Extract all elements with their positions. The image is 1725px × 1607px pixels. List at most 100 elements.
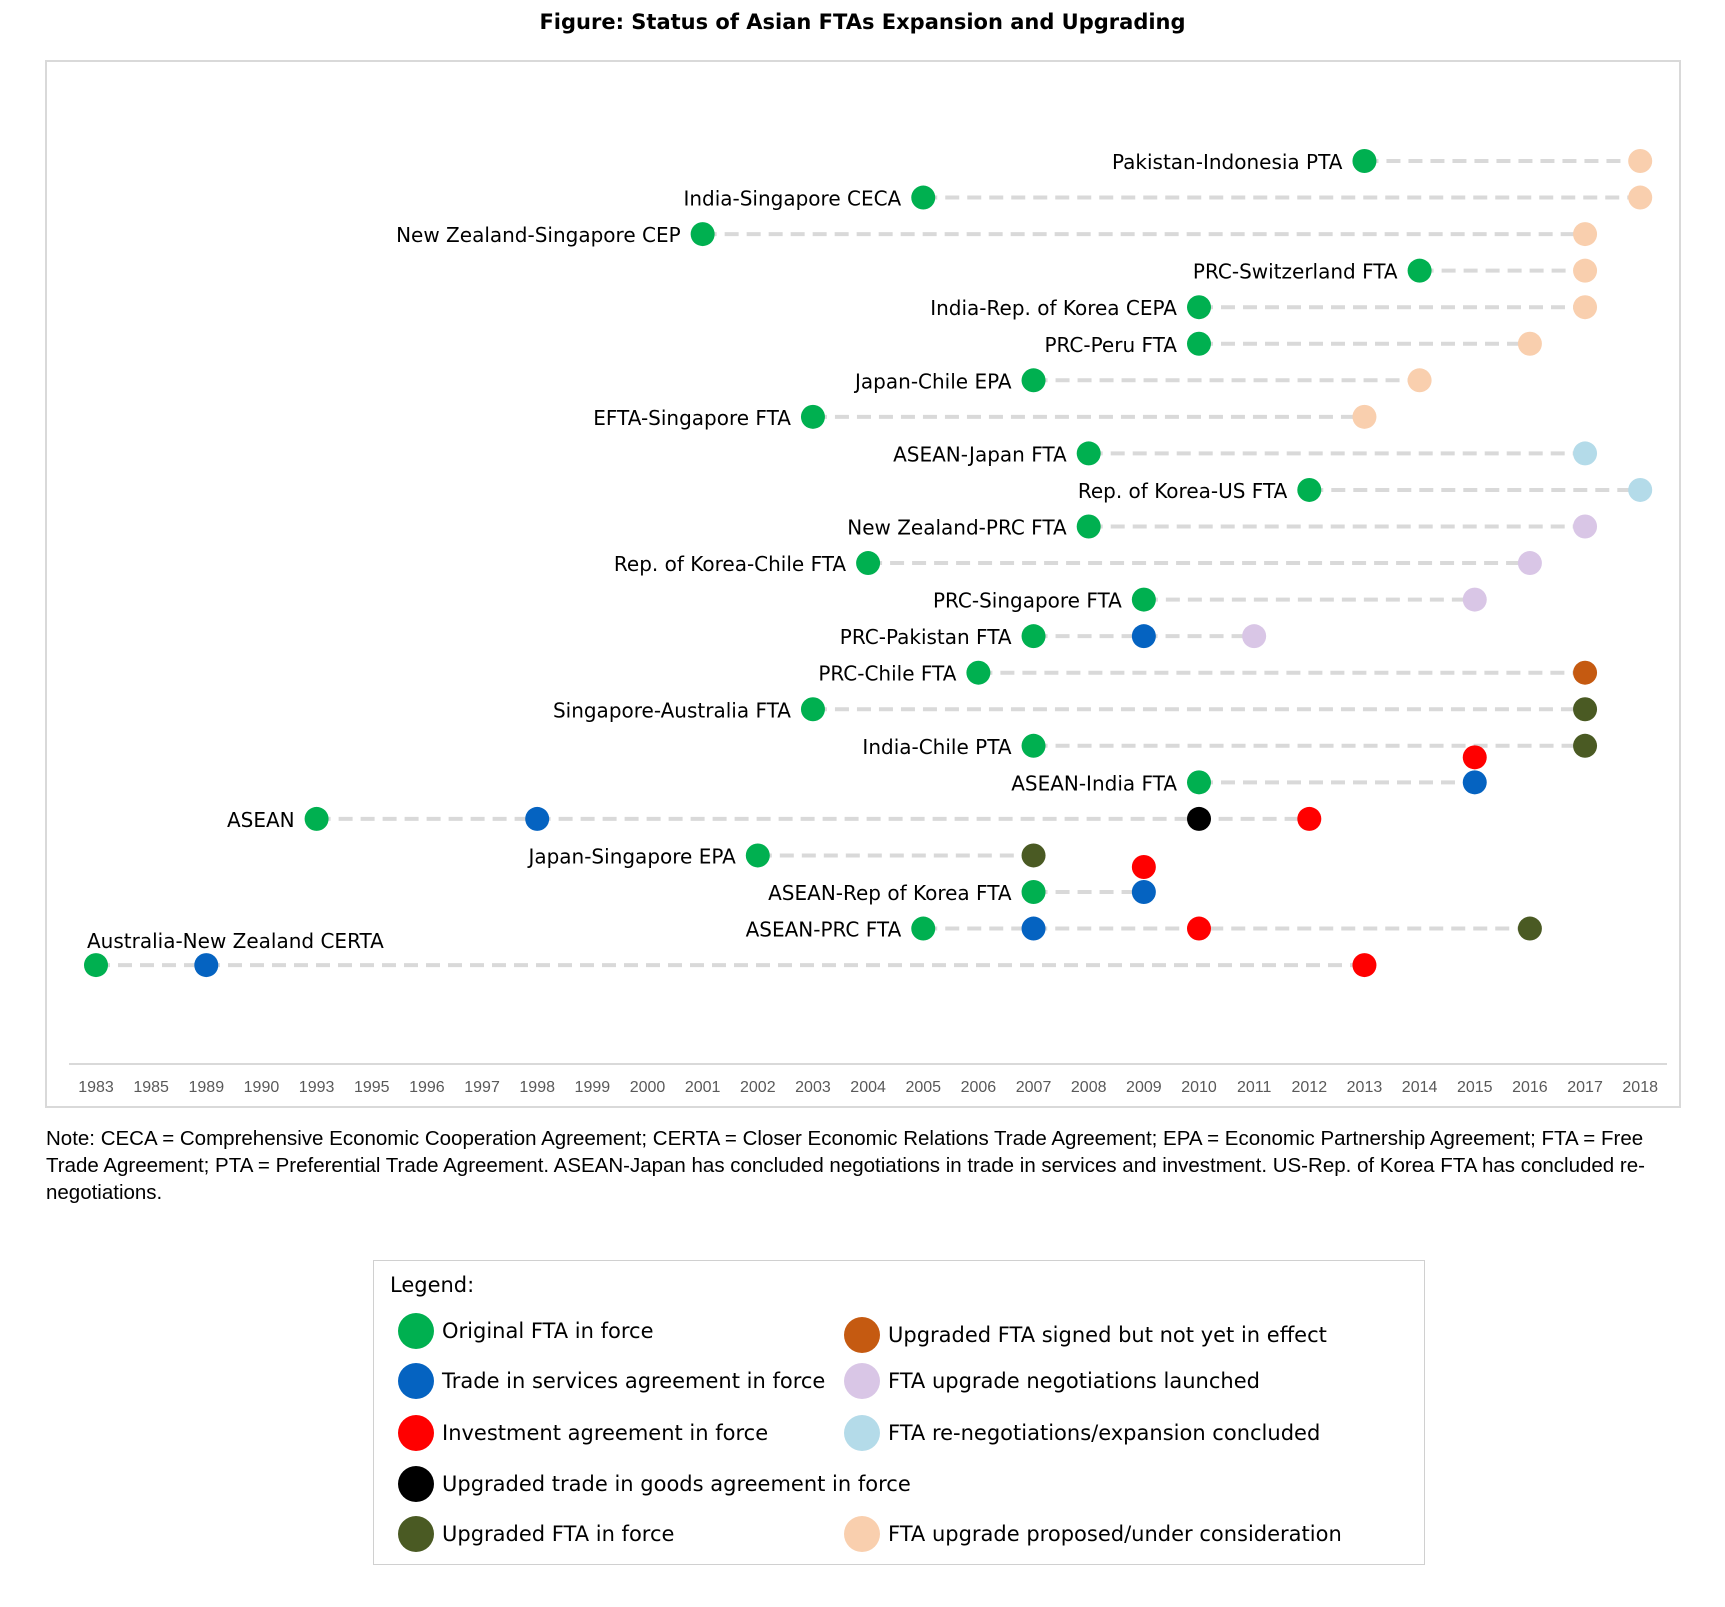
legend-label: Upgraded FTA in force bbox=[442, 1522, 675, 1546]
agreement-label: Japan-Chile EPA bbox=[853, 369, 1012, 393]
investment-dot-icon bbox=[398, 1415, 434, 1451]
event-dot-original bbox=[1407, 258, 1432, 283]
event-dot-original bbox=[1352, 149, 1377, 173]
x-tick-label: 2016 bbox=[1512, 1079, 1548, 1096]
event-dot-investment bbox=[1297, 806, 1322, 831]
x-tick-label: 1993 bbox=[299, 1079, 335, 1096]
x-tick-label: 2002 bbox=[740, 1079, 776, 1096]
event-dot-original bbox=[1297, 477, 1322, 502]
event-dot-original bbox=[1076, 514, 1101, 539]
agreement-label: New Zealand-PRC FTA bbox=[847, 516, 1067, 540]
event-dot-original bbox=[304, 806, 329, 831]
event-dot-upgraded bbox=[1573, 733, 1598, 758]
note-text: Note: CECA = Comprehensive Economic Coop… bbox=[46, 1127, 1645, 1204]
x-tick-label: 2012 bbox=[1292, 1079, 1328, 1096]
event-dot-services bbox=[1131, 880, 1156, 904]
event-dot-investment bbox=[1187, 916, 1211, 941]
legend-item-proposed: FTA upgrade proposed/under consideration bbox=[844, 1516, 1342, 1552]
legend-item-original: Original FTA in force bbox=[398, 1313, 654, 1349]
agreement-label: Rep. of Korea-Chile FTA bbox=[614, 552, 846, 576]
event-dot-proposed bbox=[1517, 331, 1542, 356]
event-dot-original bbox=[856, 551, 881, 576]
x-tick-label: 2003 bbox=[795, 1079, 831, 1096]
agreement-label: India-Rep. of Korea CEPA bbox=[930, 296, 1177, 320]
event-dot-original bbox=[1187, 295, 1211, 320]
legend-item-goods-upgrade: Upgraded trade in goods agreement in for… bbox=[398, 1466, 911, 1502]
legend-title: Legend: bbox=[390, 1273, 475, 1297]
event-dot-launched bbox=[1242, 624, 1267, 649]
legend-item-launched: FTA upgrade negotiations launched bbox=[844, 1363, 1260, 1399]
event-dot-original bbox=[800, 697, 825, 722]
event-dot-investment bbox=[1352, 953, 1377, 978]
x-tick-label: 1995 bbox=[354, 1079, 390, 1096]
event-dot-original bbox=[690, 222, 715, 247]
legend-label: FTA upgrade proposed/under consideration bbox=[888, 1522, 1342, 1546]
legend-label: Original FTA in force bbox=[442, 1319, 654, 1343]
legend-label: Upgraded FTA signed but not yet in effec… bbox=[888, 1323, 1327, 1347]
event-dot-original bbox=[84, 953, 108, 978]
agreement-label: PRC-Peru FTA bbox=[1044, 333, 1177, 357]
x-tick-label: 2018 bbox=[1622, 1079, 1658, 1096]
upgraded-fta-dot-icon bbox=[398, 1516, 434, 1552]
services-dot-icon bbox=[398, 1363, 434, 1399]
x-tick-label: 2001 bbox=[685, 1079, 721, 1096]
event-dot-original bbox=[911, 916, 936, 941]
agreement-label: EFTA-Singapore FTA bbox=[593, 406, 791, 430]
agreement-label: ASEAN-Rep of Korea FTA bbox=[768, 881, 1012, 905]
legend-item-concluded: FTA re-negotiations/expansion concluded bbox=[844, 1415, 1320, 1451]
event-dot-original bbox=[1187, 331, 1211, 356]
x-tick-label: 1983 bbox=[78, 1079, 114, 1096]
event-dot-original bbox=[1021, 880, 1046, 904]
agreement-label: ASEAN-India FTA bbox=[1011, 771, 1177, 795]
legend-label: Trade in services agreement in force bbox=[442, 1369, 826, 1393]
event-dot-proposed bbox=[1573, 258, 1598, 283]
concluded-dot-icon bbox=[844, 1415, 880, 1451]
legend: Legend: Original FTA in force Trade in s… bbox=[373, 1260, 1425, 1565]
event-dot-investment bbox=[1462, 745, 1487, 770]
event-dot-original bbox=[911, 185, 936, 210]
agreement-label: PRC-Switzerland FTA bbox=[1193, 260, 1398, 284]
agreement-label: Australia-New Zealand CERTA bbox=[87, 929, 384, 953]
x-tick-label: 1999 bbox=[575, 1079, 611, 1096]
event-dot-investment bbox=[1131, 855, 1156, 879]
x-tick-label: 1997 bbox=[464, 1079, 500, 1096]
timeline-chart: 1983 1985 1989 1990 1993 1995 1996 1997 1998 1999… bbox=[69, 149, 1667, 1096]
agreement-label: PRC-Chile FTA bbox=[818, 662, 956, 686]
event-dot-proposed bbox=[1573, 295, 1598, 320]
legend-item-signed: Upgraded FTA signed but not yet in effec… bbox=[844, 1317, 1327, 1353]
x-tick-label: 2008 bbox=[1071, 1079, 1107, 1096]
event-dot-goods_upgrade bbox=[1187, 806, 1211, 831]
agreement-label: ASEAN bbox=[227, 808, 295, 832]
x-tick-label: 2000 bbox=[630, 1079, 666, 1096]
agreement-label: ASEAN-PRC FTA bbox=[746, 918, 902, 942]
x-tick-label: 2015 bbox=[1457, 1079, 1493, 1096]
agreement-label: Rep. of Korea-US FTA bbox=[1078, 479, 1288, 503]
x-tick-label: 2005 bbox=[905, 1079, 941, 1096]
event-dot-launched bbox=[1462, 587, 1487, 612]
event-dot-upgraded bbox=[1517, 916, 1542, 941]
event-dot-proposed bbox=[1628, 185, 1653, 210]
event-dot-proposed bbox=[1407, 368, 1432, 393]
event-dot-concluded bbox=[1628, 477, 1653, 502]
legend-label: FTA re-negotiations/expansion concluded bbox=[888, 1421, 1321, 1445]
legend-item-services: Trade in services agreement in force bbox=[398, 1363, 825, 1399]
event-dot-proposed bbox=[1352, 404, 1377, 429]
event-dot-proposed bbox=[1628, 149, 1653, 173]
signed-dot-icon bbox=[844, 1317, 880, 1353]
x-tick-label: 1996 bbox=[409, 1079, 445, 1096]
event-dot-original bbox=[1076, 441, 1101, 466]
x-tick-label: 2006 bbox=[961, 1079, 997, 1096]
x-tick-label: 2010 bbox=[1181, 1079, 1217, 1096]
x-tick-label: 2009 bbox=[1126, 1079, 1162, 1096]
x-tick-label: 1998 bbox=[519, 1079, 555, 1096]
x-tick-label: 1989 bbox=[189, 1079, 225, 1096]
x-tick-label: 2004 bbox=[850, 1079, 886, 1096]
chart-area: 1983 1985 1989 1990 1993 1995 1996 1997 1998 1999… bbox=[45, 60, 1681, 1108]
legend-item-upgraded: Upgraded FTA in force bbox=[398, 1516, 674, 1552]
event-dot-proposed bbox=[1573, 222, 1598, 247]
event-dot-original bbox=[745, 843, 770, 868]
agreement-label: ASEAN-Japan FTA bbox=[893, 442, 1067, 466]
x-tick-label: 1990 bbox=[244, 1079, 280, 1096]
agreement-label: PRC-Singapore FTA bbox=[933, 589, 1122, 613]
legend-label: FTA upgrade negotiations launched bbox=[888, 1369, 1260, 1393]
